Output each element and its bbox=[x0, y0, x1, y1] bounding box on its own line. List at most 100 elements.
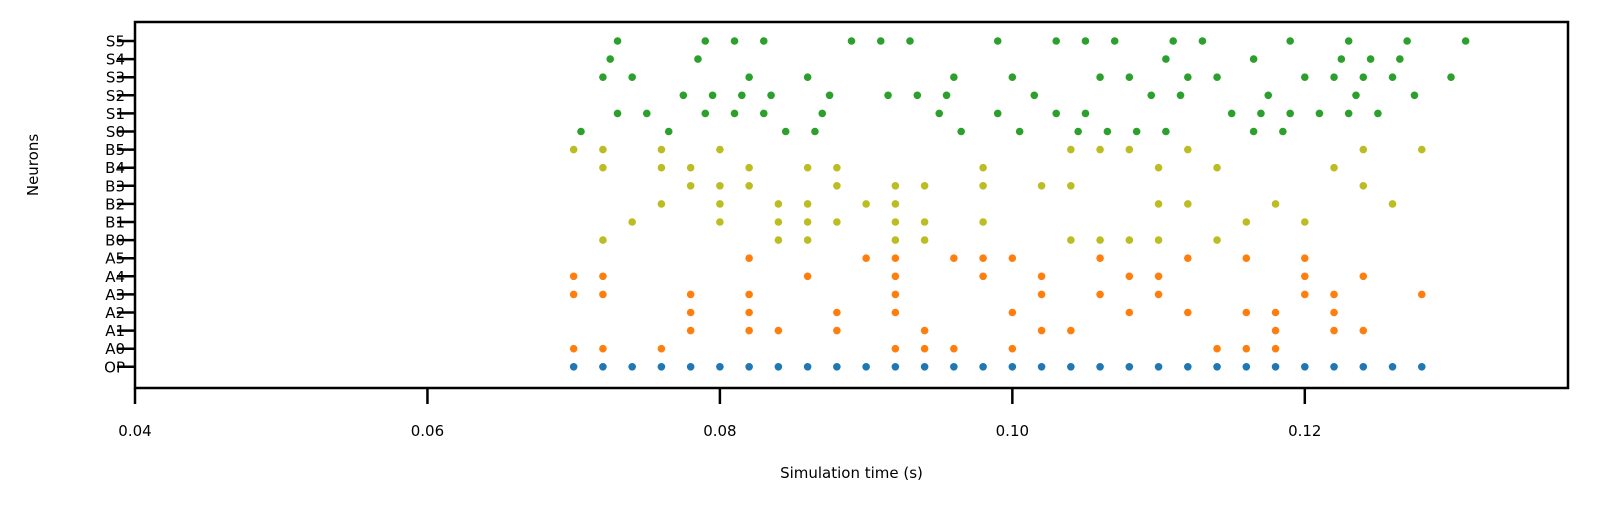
spike-s4 bbox=[606, 55, 615, 63]
spike-s0 bbox=[1279, 127, 1287, 136]
spike-b2 bbox=[1184, 200, 1192, 208]
spike-s1 bbox=[613, 109, 622, 118]
spike-marks bbox=[569, 37, 1470, 371]
x-tick-label: 0.12 bbox=[1288, 422, 1321, 440]
spike-a3 bbox=[686, 290, 695, 299]
spike-a0 bbox=[1271, 344, 1280, 353]
spike-b1 bbox=[716, 218, 724, 226]
spike-op bbox=[774, 363, 783, 371]
spike-op bbox=[1213, 363, 1221, 371]
spike-a0 bbox=[920, 344, 929, 353]
spike-op bbox=[891, 363, 900, 371]
spike-a0 bbox=[569, 344, 578, 353]
spike-a2 bbox=[1125, 308, 1134, 317]
spike-b5 bbox=[1359, 145, 1368, 154]
x-tick-label: 0.08 bbox=[703, 422, 736, 440]
spike-b0 bbox=[1067, 236, 1075, 244]
spike-s5 bbox=[1344, 37, 1353, 45]
spike-s2 bbox=[708, 91, 717, 100]
spike-s0 bbox=[811, 127, 819, 136]
spike-a2 bbox=[1242, 308, 1251, 317]
spike-s1 bbox=[935, 109, 944, 118]
spike-s3 bbox=[1125, 73, 1134, 81]
spike-b5 bbox=[1067, 145, 1075, 154]
spike-s3 bbox=[950, 73, 958, 81]
spike-b0 bbox=[1154, 236, 1163, 244]
spike-s2 bbox=[1030, 91, 1039, 100]
spike-a5 bbox=[1301, 254, 1309, 262]
spike-a5 bbox=[1008, 254, 1017, 262]
y-tick-label-a1: A1 bbox=[105, 322, 125, 340]
spike-b1 bbox=[803, 218, 812, 226]
spike-op bbox=[1125, 363, 1134, 371]
spike-s0 bbox=[577, 127, 585, 136]
y-tick-label-s2: S2 bbox=[106, 87, 125, 105]
spike-s1 bbox=[993, 109, 1002, 118]
spike-op bbox=[862, 363, 870, 371]
spike-s2 bbox=[1410, 91, 1419, 100]
spike-a5 bbox=[891, 254, 900, 262]
spike-s2 bbox=[1147, 91, 1156, 100]
spike-s5 bbox=[613, 37, 622, 45]
spike-s1 bbox=[759, 109, 768, 118]
spike-s1 bbox=[1374, 109, 1382, 118]
spike-a2 bbox=[891, 308, 900, 317]
spike-s2 bbox=[942, 91, 951, 100]
spike-a0 bbox=[1242, 344, 1251, 353]
spike-s2 bbox=[884, 91, 892, 100]
spike-b5 bbox=[1184, 145, 1192, 154]
spike-op bbox=[599, 363, 607, 371]
spike-op bbox=[950, 363, 958, 371]
spike-a2 bbox=[833, 308, 841, 317]
spike-op bbox=[1154, 363, 1163, 371]
spike-b2 bbox=[657, 200, 666, 208]
spike-s1 bbox=[1257, 109, 1265, 118]
spike-b3 bbox=[979, 182, 987, 190]
spike-b5 bbox=[1096, 145, 1104, 154]
spike-b3 bbox=[1359, 182, 1368, 190]
spike-a0 bbox=[657, 344, 666, 353]
spike-a3 bbox=[569, 290, 578, 299]
spike-a1 bbox=[833, 326, 841, 335]
spike-b0 bbox=[1213, 236, 1221, 244]
spike-s0 bbox=[664, 127, 673, 136]
spike-a2 bbox=[1330, 308, 1338, 317]
spike-s5 bbox=[730, 37, 739, 45]
spike-b0 bbox=[599, 236, 607, 244]
spike-b1 bbox=[891, 218, 900, 226]
spike-op bbox=[1271, 363, 1280, 371]
spike-a4 bbox=[1037, 272, 1046, 281]
spike-op bbox=[1067, 363, 1075, 371]
spike-op bbox=[569, 363, 578, 371]
y-tick-label-b3: B3 bbox=[105, 177, 125, 195]
y-tick-label-a0: A0 bbox=[105, 340, 125, 358]
spike-b4 bbox=[1154, 163, 1163, 172]
spike-s3 bbox=[628, 73, 636, 81]
spike-op bbox=[1417, 363, 1426, 371]
spike-b3 bbox=[716, 182, 724, 190]
spike-a5 bbox=[862, 254, 870, 262]
spike-b0 bbox=[920, 236, 929, 244]
y-tick-label-op: OP bbox=[104, 358, 125, 376]
spike-s0 bbox=[957, 127, 965, 136]
y-tick-label-s1: S1 bbox=[106, 105, 125, 123]
spike-b3 bbox=[745, 182, 753, 190]
spike-s3 bbox=[1184, 73, 1192, 81]
spike-op bbox=[1184, 363, 1192, 371]
y-tick-label-s4: S4 bbox=[106, 51, 125, 69]
spike-b3 bbox=[920, 182, 929, 190]
spike-s3 bbox=[1096, 73, 1104, 81]
spike-a3 bbox=[1301, 290, 1309, 299]
y-tick-label-a5: A5 bbox=[105, 250, 125, 268]
spike-a0 bbox=[950, 344, 958, 353]
spike-b3 bbox=[891, 182, 900, 190]
spike-s5 bbox=[1403, 37, 1411, 45]
spike-b5 bbox=[716, 145, 724, 154]
spike-s3 bbox=[599, 73, 607, 81]
spike-s5 bbox=[1052, 37, 1061, 45]
spike-b3 bbox=[686, 182, 695, 190]
spike-s5 bbox=[1110, 37, 1119, 45]
spike-a2 bbox=[1008, 308, 1017, 317]
spike-a2 bbox=[686, 308, 695, 317]
